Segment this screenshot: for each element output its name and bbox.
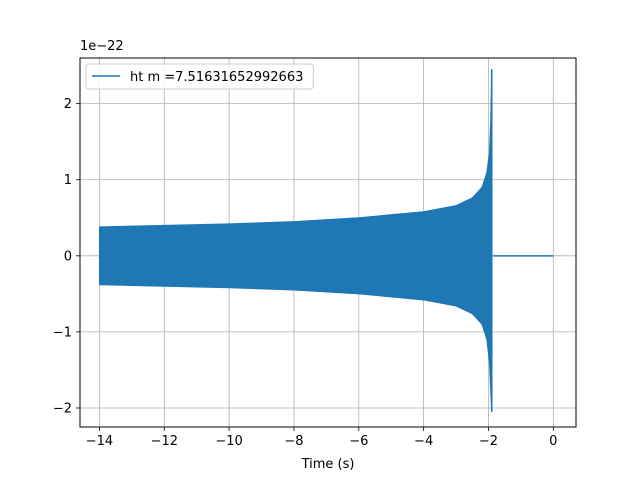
plot-frame xyxy=(79,57,577,428)
y-offset-label: 1e−22 xyxy=(80,39,124,54)
x-tick-label: −4 xyxy=(414,434,433,449)
x-tick-label: −10 xyxy=(215,434,242,449)
y-axis: −2 −1 0 1 2 xyxy=(53,97,80,416)
x-axis: −14 −12 −10 −8 −6 −4 −2 0 xyxy=(86,427,557,449)
y-tick-label: −2 xyxy=(53,401,72,416)
x-tick-label: −8 xyxy=(284,434,303,449)
y-tick-label: 2 xyxy=(64,97,72,112)
x-tick-label: −2 xyxy=(479,434,498,449)
series-layer xyxy=(98,68,554,413)
legend: ht m =7.51631652992663 xyxy=(85,63,314,90)
x-tick-label: −14 xyxy=(86,434,113,449)
y-tick-label: 0 xyxy=(64,249,72,264)
x-tick-label: 0 xyxy=(549,434,557,449)
x-tick-label: −12 xyxy=(151,434,178,449)
x-tick-label: −6 xyxy=(349,434,368,449)
y-tick-label: −1 xyxy=(53,325,72,340)
x-axis-label: Time (s) xyxy=(301,457,355,472)
legend-box xyxy=(85,63,314,90)
legend-label: ht m =7.51631652992663 xyxy=(130,70,303,85)
y-tick-label: 1 xyxy=(64,173,72,188)
